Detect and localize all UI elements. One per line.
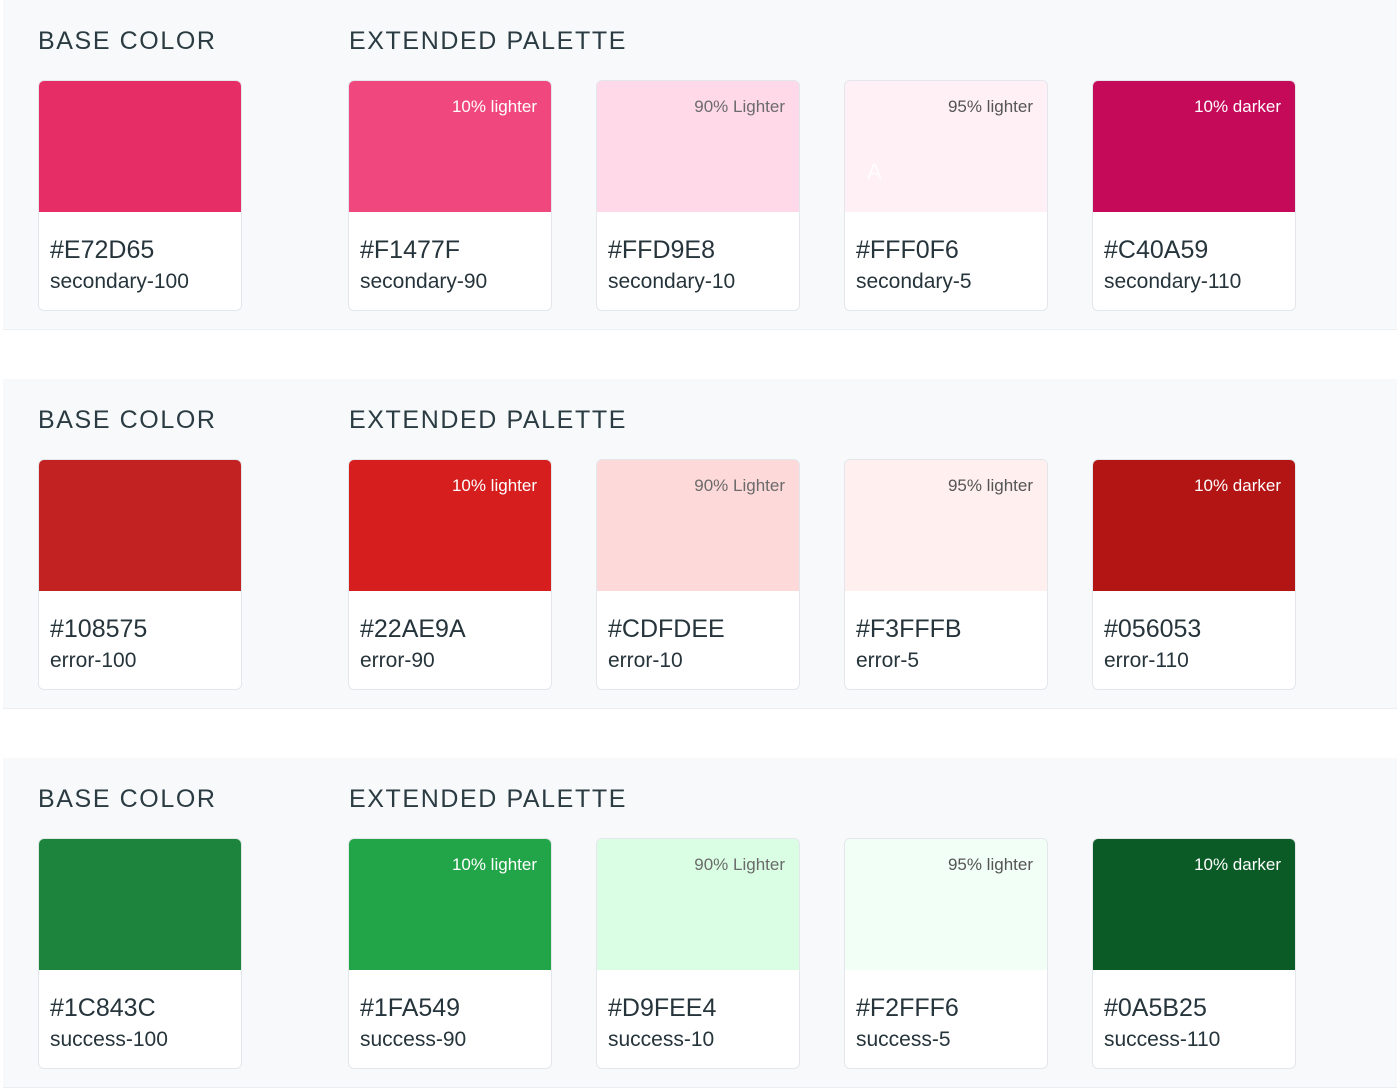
- token-name: secondary-110: [1104, 270, 1242, 293]
- token-name: error-110: [1104, 649, 1189, 672]
- hex-code: #E72D65: [50, 236, 155, 264]
- color-card: 90% Lighter #FFD9E8 secondary-10: [596, 80, 800, 311]
- shade-label: 90% Lighter: [694, 476, 785, 495]
- token-name: error-100: [50, 649, 137, 672]
- hex-code: #CDFDEE: [608, 615, 725, 643]
- shade-label: 90% Lighter: [694, 97, 785, 116]
- palette-section: BASE COLOR EXTENDED PALETTE #108575 error-1…: [3, 379, 1397, 709]
- color-swatch: 95% lighter: [845, 839, 1047, 970]
- color-card: 10% darker #0A5B25 success-110: [1092, 838, 1296, 1069]
- color-swatch: [39, 460, 241, 591]
- shade-label: 10% darker: [1194, 476, 1281, 495]
- token-name: success-110: [1104, 1028, 1221, 1051]
- token-name: success-90: [360, 1028, 467, 1051]
- color-card: 10% darker #C40A59 secondary-110: [1092, 80, 1296, 311]
- swatch-overlay-text: A: [867, 159, 882, 184]
- token-name: secondary-100: [50, 270, 189, 293]
- hex-code: #D9FEE4: [608, 994, 717, 1022]
- color-card: 10% lighter #22AE9A error-90: [348, 459, 552, 690]
- hex-code: #FFF0F6: [856, 236, 959, 264]
- color-swatch: 90% Lighter: [597, 839, 799, 970]
- color-swatch: 90% Lighter: [597, 81, 799, 212]
- hex-code: #FFD9E8: [608, 236, 715, 264]
- base-color-heading: BASE COLOR: [38, 27, 217, 55]
- color-swatch: 10% darker: [1093, 460, 1295, 591]
- shade-label: 95% lighter: [947, 476, 1033, 495]
- color-swatch: 10% lighter: [349, 81, 551, 212]
- color-card: 10% lighter #F1477F secondary-90: [348, 80, 552, 311]
- hex-code: #1C843C: [50, 994, 156, 1022]
- hex-code: #108575: [50, 615, 148, 643]
- shade-label: 90% Lighter: [694, 855, 785, 874]
- shade-label: 10% lighter: [451, 97, 537, 116]
- color-swatch: 10% lighter: [349, 460, 551, 591]
- palette-section: BASE COLOR EXTENDED PALETTE #E72D65 seconda…: [3, 0, 1397, 330]
- hex-code: #F2FFF6: [856, 994, 959, 1022]
- shade-label: 95% lighter: [947, 855, 1033, 874]
- hex-code: #056053: [1104, 615, 1202, 643]
- shade-label: 10% darker: [1194, 97, 1281, 116]
- token-name: secondary-90: [360, 270, 488, 293]
- color-card: #1C843C success-100: [38, 838, 242, 1069]
- token-name: error-10: [608, 649, 683, 672]
- color-swatch: 95% lighter: [845, 460, 1047, 591]
- token-name: success-100: [50, 1028, 168, 1051]
- color-card: #108575 error-100: [38, 459, 242, 690]
- color-card: 90% Lighter #CDFDEE error-10: [596, 459, 800, 690]
- token-name: error-90: [360, 649, 435, 672]
- shade-label: 95% lighter: [947, 97, 1033, 116]
- color-swatch: 10% darker: [1093, 81, 1295, 212]
- extended-palette-heading: EXTENDED PALETTE: [349, 406, 627, 434]
- shade-label: 10% lighter: [451, 855, 537, 874]
- extended-palette-heading: EXTENDED PALETTE: [349, 27, 627, 55]
- color-card: 95% lighter A #FFF0F6 secondary-5: [844, 80, 1048, 311]
- color-card: 95% lighter #F3FFFB error-5: [844, 459, 1048, 690]
- color-swatch: [39, 81, 241, 212]
- token-name: success-10: [608, 1028, 715, 1051]
- color-card: 95% lighter #F2FFF6 success-5: [844, 838, 1048, 1069]
- shade-label: 10% darker: [1194, 855, 1281, 874]
- hex-code: #C40A59: [1104, 236, 1209, 264]
- color-card: #E72D65 secondary-100: [38, 80, 242, 311]
- token-name: secondary-5: [856, 270, 972, 293]
- palette-section: BASE COLOR EXTENDED PALETTE #1C843C success…: [3, 758, 1397, 1088]
- hex-code: #1FA549: [360, 994, 461, 1022]
- token-name: error-5: [856, 649, 920, 672]
- token-name: secondary-10: [608, 270, 736, 293]
- hex-code: #F1477F: [360, 236, 461, 264]
- color-swatch: 95% lighter A: [845, 81, 1047, 212]
- base-color-heading: BASE COLOR: [38, 406, 217, 434]
- color-card: 90% Lighter #D9FEE4 success-10: [596, 838, 800, 1069]
- color-swatch: [39, 839, 241, 970]
- hex-code: #F3FFFB: [856, 615, 962, 643]
- color-card: 10% darker #056053 error-110: [1092, 459, 1296, 690]
- color-swatch: 90% Lighter: [597, 460, 799, 591]
- hex-code: #0A5B25: [1104, 994, 1207, 1022]
- color-card: 10% lighter #1FA549 success-90: [348, 838, 552, 1069]
- hex-code: #22AE9A: [360, 615, 466, 643]
- color-swatch: 10% lighter: [349, 839, 551, 970]
- extended-palette-heading: EXTENDED PALETTE: [349, 785, 627, 813]
- base-color-heading: BASE COLOR: [38, 785, 217, 813]
- color-swatch: 10% darker: [1093, 839, 1295, 970]
- token-name: success-5: [856, 1028, 951, 1051]
- shade-label: 10% lighter: [451, 476, 537, 495]
